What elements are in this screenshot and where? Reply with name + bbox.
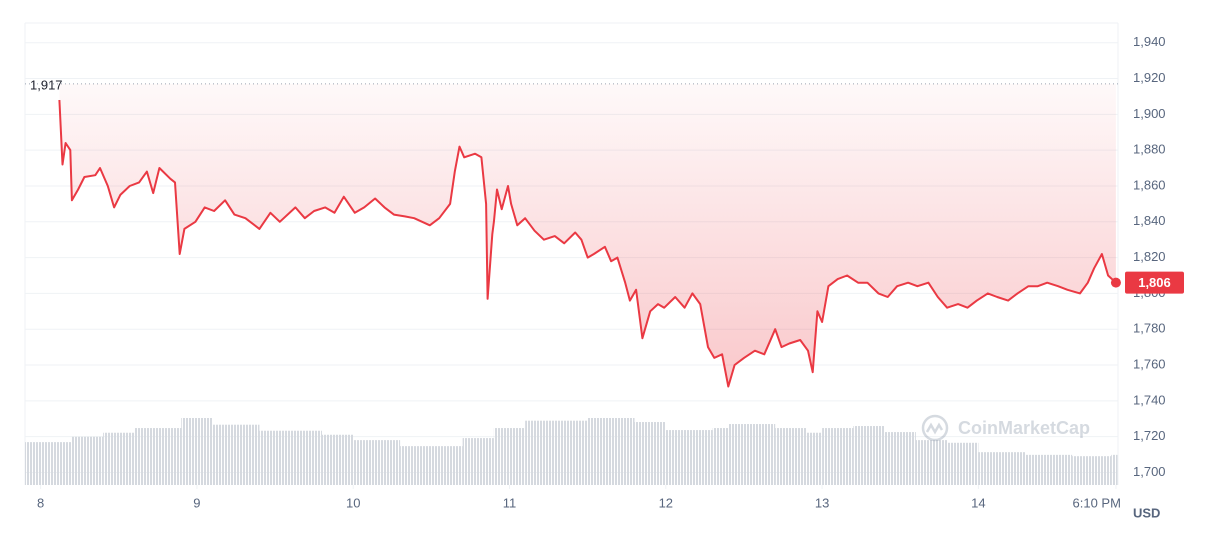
last-point: [1110, 277, 1121, 288]
y-tick-label: 1,740: [1133, 392, 1166, 407]
volume-bar: [728, 424, 776, 485]
volume-bar: [822, 428, 854, 485]
y-tick-label: 1,920: [1133, 70, 1166, 85]
volume-bar: [134, 428, 182, 485]
x-tick-label: 10: [346, 495, 360, 510]
volume-bar: [587, 418, 635, 485]
volume-bar: [525, 420, 588, 485]
y-tick-label: 1,940: [1133, 34, 1166, 49]
watermark-text: CoinMarketCap: [958, 418, 1090, 438]
y-tick-label: 1,900: [1133, 106, 1166, 121]
volume-bar: [634, 422, 666, 485]
price-tag: [1125, 271, 1184, 294]
x-tick-label: 11: [503, 495, 517, 510]
volume-bar: [1025, 454, 1073, 485]
volume-bar: [400, 446, 447, 485]
x-tick-label: 8: [37, 495, 44, 510]
y-tick-label: 1,880: [1133, 142, 1166, 157]
volume-bar: [665, 430, 713, 485]
volume-bar: [462, 438, 494, 485]
volume-bar: [915, 440, 948, 485]
volume-bar: [1072, 456, 1112, 485]
y-tick-label: 1,780: [1133, 321, 1166, 336]
y-tick-label: 1,720: [1133, 428, 1166, 443]
y-tick-label: 1,700: [1133, 464, 1166, 479]
price-tag-label: 1,806: [1138, 275, 1171, 290]
volume-bar: [71, 436, 104, 485]
watermark: CoinMarketCap: [921, 414, 1090, 442]
y-tick-label: 1,860: [1133, 177, 1166, 192]
y-tick-label: 1,820: [1133, 249, 1166, 264]
y-tick-label: 1,760: [1133, 356, 1166, 371]
volume-bar: [321, 434, 354, 485]
y-tick-label: 1,840: [1133, 213, 1166, 228]
x-tick-label: 13: [815, 495, 829, 510]
volume-bar: [978, 452, 1026, 485]
volume-bar: [212, 424, 260, 485]
x-tick-label: 14: [971, 495, 985, 510]
x-tick-label: 6:10 PM: [1073, 495, 1121, 510]
baseline-label: 1,917: [30, 77, 63, 92]
volume-bar: [712, 428, 729, 485]
volume-bar: [353, 440, 401, 485]
volume-bar: [103, 432, 135, 485]
price-line: [58, 99, 1117, 388]
volume-bar: [884, 432, 916, 485]
volume-bar: [806, 432, 823, 485]
x-tick-label: 12: [659, 495, 673, 510]
volume-bar: [853, 426, 885, 485]
volume-bar: [1111, 454, 1118, 485]
volume-bar: [181, 418, 213, 485]
x-tick-label: 9: [193, 495, 200, 510]
volume-bar: [775, 428, 807, 485]
volume-bar: [259, 430, 322, 485]
y-unit: USD: [1133, 505, 1160, 520]
volume-bar: [493, 428, 526, 485]
volume-bar: [446, 446, 463, 485]
volume-bar: [25, 442, 72, 485]
area: [59, 83, 1116, 387]
volume-bar: [947, 442, 979, 485]
